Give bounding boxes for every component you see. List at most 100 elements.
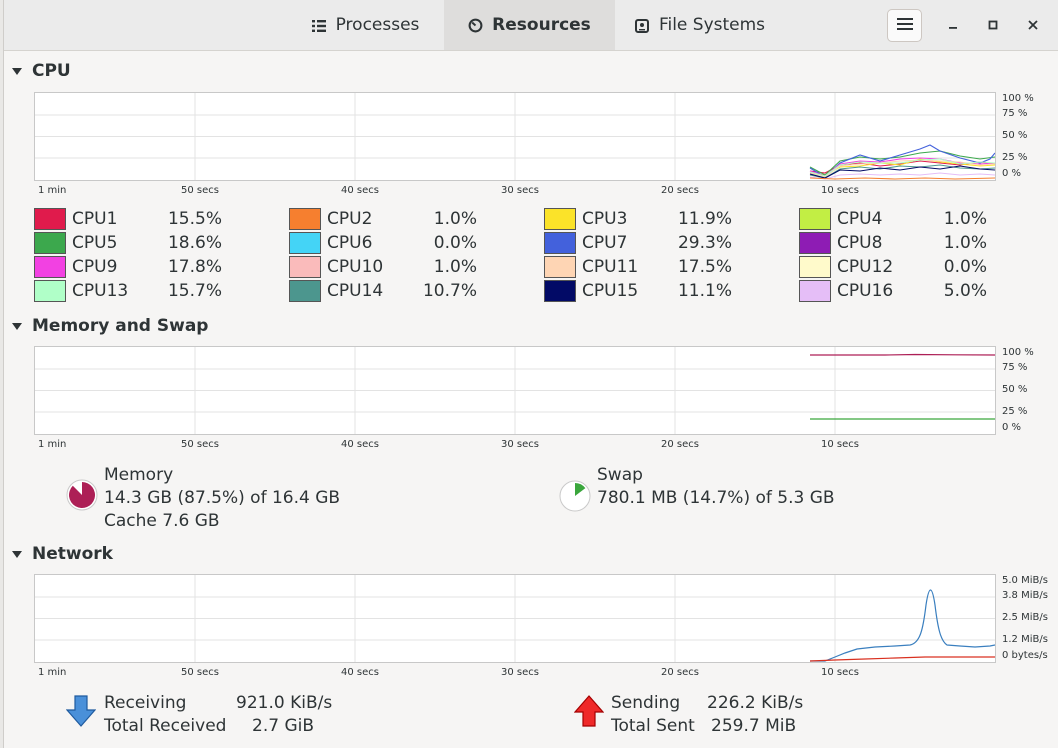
graph-grid — [35, 347, 995, 434]
cpu-legend-item[interactable]: CPU6 0.0% — [289, 232, 477, 254]
network-x-tick: 40 secs — [341, 667, 379, 678]
network-x-tick: 20 secs — [661, 667, 699, 678]
memory-section-title: Memory and Swap — [32, 316, 209, 336]
cpu-name: CPU13 — [72, 281, 129, 301]
cpu-y-tick-50: 50 % — [1002, 130, 1028, 141]
minimize-button[interactable] — [940, 12, 966, 38]
cpu-x-tick: 30 secs — [501, 185, 539, 196]
cpu-name: CPU4 — [837, 209, 883, 229]
cpu-y-tick-75: 75 % — [1002, 108, 1028, 119]
network-section-title: Network — [32, 544, 113, 564]
swap-usage: 780.1 MB (14.7%) of 5.3 GB — [597, 488, 835, 508]
cpu-usage-value: 11.1% — [677, 281, 732, 301]
network-x-tick: 1 min — [38, 667, 67, 678]
close-button[interactable] — [1020, 12, 1046, 38]
cpu-legend-item[interactable]: CPU11 17.5% — [544, 256, 732, 278]
memory-section-toggle[interactable]: Memory and Swap — [12, 316, 208, 336]
cpu-legend-item[interactable]: CPU14 10.7% — [289, 280, 477, 302]
minimize-icon — [948, 16, 958, 34]
cpu-usage-value: 0.0% — [943, 257, 987, 277]
tab-processes[interactable]: Processes — [287, 0, 444, 50]
cpu-color-swatch[interactable] — [34, 232, 66, 254]
tab-file-systems-label: File Systems — [658, 15, 766, 35]
cpu-color-swatch[interactable] — [289, 256, 321, 278]
cpu-legend-item[interactable]: CPU3 11.9% — [544, 208, 732, 230]
cpu-legend-item[interactable]: CPU12 0.0% — [799, 256, 987, 278]
cpu-color-swatch[interactable] — [34, 208, 66, 230]
memory-y-tick-0: 0 % — [1002, 422, 1022, 433]
main-menu-button[interactable] — [887, 9, 922, 42]
memory-x-tick: 1 min — [38, 439, 67, 450]
cpu-name: CPU14 — [327, 281, 384, 301]
memory-y-tick-25: 25 % — [1002, 406, 1028, 417]
memory-x-tick: 50 secs — [181, 439, 219, 450]
header-bar: Processes Resources File Systems — [4, 0, 1058, 51]
network-y-tick: 2.5 MiB/s — [1002, 612, 1048, 623]
gauge-icon — [468, 18, 483, 33]
cpu-section-toggle[interactable]: CPU — [12, 61, 71, 81]
cpu-color-swatch[interactable] — [544, 256, 576, 278]
send-rate-line — [809, 656, 995, 662]
network-section-toggle[interactable]: Network — [12, 544, 113, 564]
cpu15-line — [809, 165, 995, 179]
cpu-color-swatch[interactable] — [544, 232, 576, 254]
upload-arrow-icon — [574, 695, 604, 727]
network-y-tick: 3.8 MiB/s — [1002, 590, 1048, 601]
system-monitor-window: Processes Resources File Systems — [3, 0, 1058, 748]
cpu-legend-item[interactable]: CPU4 1.0% — [799, 208, 987, 230]
cpu-color-swatch[interactable] — [544, 280, 576, 302]
cpu-name: CPU15 — [582, 281, 639, 301]
cpu-color-swatch[interactable] — [799, 208, 831, 230]
memory-y-tick-75: 75 % — [1002, 362, 1028, 373]
cpu-name: CPU16 — [837, 281, 894, 301]
cpu-legend-item[interactable]: CPU15 11.1% — [544, 280, 732, 302]
memory-x-tick: 20 secs — [661, 439, 699, 450]
cpu-legend-item[interactable]: CPU8 1.0% — [799, 232, 987, 254]
cpu-usage-value: 10.7% — [422, 281, 477, 301]
cpu7-line — [809, 144, 995, 178]
memory-x-tick: 30 secs — [501, 439, 539, 450]
cpu-color-swatch[interactable] — [34, 280, 66, 302]
network-y-tick: 1.2 MiB/s — [1002, 634, 1048, 645]
hamburger-icon — [896, 16, 913, 35]
tab-file-systems[interactable]: File Systems — [615, 0, 785, 50]
memory-usage: 14.3 GB (87.5%) of 16.4 GB — [104, 488, 341, 508]
cpu-legend-item[interactable]: CPU9 17.8% — [34, 256, 222, 278]
memory-x-tick: 40 secs — [341, 439, 379, 450]
cpu-legend-item[interactable]: CPU16 5.0% — [799, 280, 987, 302]
cpu-legend-item[interactable]: CPU10 1.0% — [289, 256, 477, 278]
memory-x-tick: 10 secs — [821, 439, 859, 450]
cpu-legend-item[interactable]: CPU1 15.5% — [34, 208, 222, 230]
cpu-usage-value: 1.0% — [943, 209, 987, 229]
sending-value: 226.2 KiB/s — [707, 693, 804, 713]
cpu-color-swatch[interactable] — [799, 232, 831, 254]
cpu-legend-item[interactable]: CPU5 18.6% — [34, 232, 222, 254]
cpu-color-swatch[interactable] — [289, 232, 321, 254]
memory-y-tick-100: 100 % — [1002, 347, 1034, 358]
cpu-color-swatch[interactable] — [289, 280, 321, 302]
cpu13-line — [809, 158, 995, 177]
cpu-usage-value: 29.3% — [677, 233, 732, 253]
cpu16-line — [809, 172, 995, 180]
maximize-button[interactable] — [980, 12, 1006, 38]
cpu-usage-value: 17.8% — [167, 257, 222, 277]
tab-processes-label: Processes — [335, 15, 420, 35]
cpu-name: CPU1 — [72, 209, 118, 229]
cpu-color-swatch[interactable] — [544, 208, 576, 230]
cpu-color-swatch[interactable] — [799, 280, 831, 302]
tab-resources[interactable]: Resources — [444, 0, 615, 50]
cpu-usage-value: 15.7% — [167, 281, 222, 301]
cpu-legend-item[interactable]: CPU7 29.3% — [544, 232, 732, 254]
cpu-y-tick-0: 0 % — [1002, 168, 1022, 179]
cpu-legend-item[interactable]: CPU13 15.7% — [34, 280, 222, 302]
cpu-usage-value: 11.9% — [677, 209, 732, 229]
cpu-color-swatch[interactable] — [34, 256, 66, 278]
cpu-name: CPU3 — [582, 209, 628, 229]
memory-cache: Cache 7.6 GB — [104, 511, 220, 531]
cpu-x-tick: 20 secs — [661, 185, 699, 196]
cpu-color-swatch[interactable] — [289, 208, 321, 230]
cpu-color-swatch[interactable] — [799, 256, 831, 278]
cpu-legend-item[interactable]: CPU2 1.0% — [289, 208, 477, 230]
total-sent-label: Total Sent — [611, 716, 695, 736]
cpu-name: CPU6 — [327, 233, 373, 253]
